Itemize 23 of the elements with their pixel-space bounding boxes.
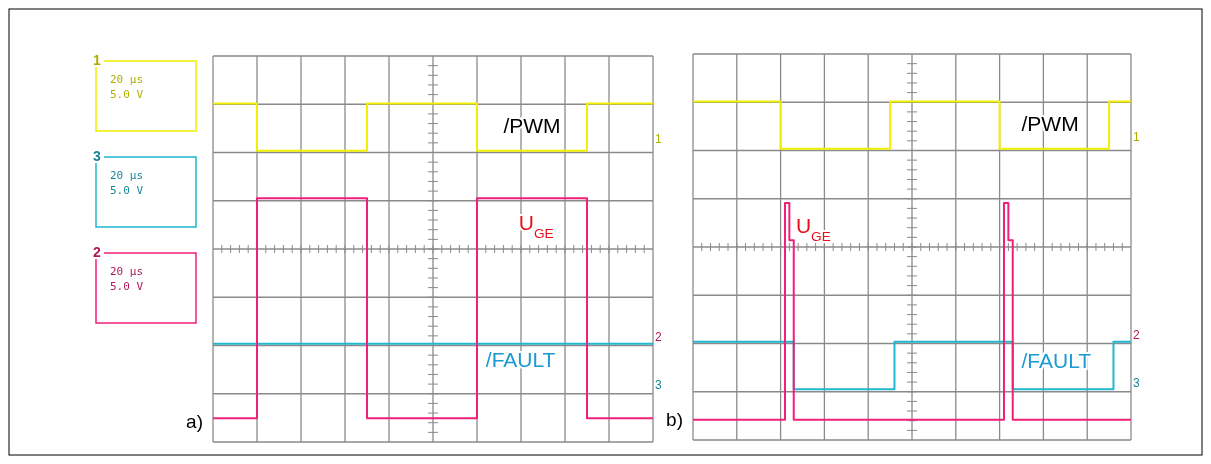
series-label: /PWM [1021,112,1079,136]
series-label: /FAULT [1021,348,1092,372]
text: 5.0 V [110,280,144,293]
text: b) [666,409,683,430]
text: 1 [93,52,101,68]
text: 1 [655,132,662,147]
series-label: U$_{GE}$ [795,213,831,244]
text: 5.0 V [110,88,144,101]
text: 2 [1133,327,1140,342]
text: 3 [655,378,662,393]
text: 1 [1133,130,1140,145]
text: 2 [655,329,662,344]
text: 3 [93,148,101,164]
text: 20 µs [110,265,144,278]
text: 20 µs [110,73,144,86]
text: a) [186,411,203,432]
text: 20 µs [110,169,144,182]
text: 2 [93,244,101,260]
text: 5.0 V [110,184,144,197]
series-label: U$_{GE}$ [518,210,554,241]
series-label: /PWM [503,114,561,138]
series-label: /FAULT [485,348,556,372]
text: 3 [1133,376,1140,391]
